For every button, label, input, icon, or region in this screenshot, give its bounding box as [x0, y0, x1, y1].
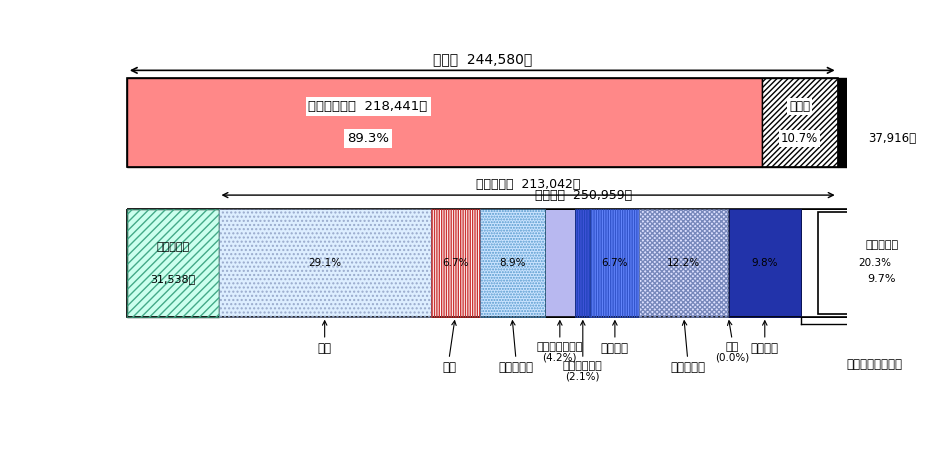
Bar [218, 209, 431, 317]
Text: 消費支出  250,959円: 消費支出 250,959円 [534, 189, 631, 202]
Text: 実収入  244,580円: 実収入 244,580円 [433, 52, 532, 66]
Text: 31,538円: 31,538円 [151, 274, 196, 284]
Bar [639, 209, 728, 317]
Text: 非消費支出: 非消費支出 [156, 242, 189, 252]
Bar [431, 209, 480, 317]
Text: 12.2%: 12.2% [667, 258, 700, 268]
Bar [127, 78, 837, 167]
Text: (2.1%): (2.1%) [566, 371, 600, 382]
Text: その他の消費支出: その他の消費支出 [847, 358, 902, 371]
Text: 9.8%: 9.8% [752, 258, 778, 268]
Bar [218, 209, 431, 317]
Bar [480, 209, 545, 317]
Bar [801, 209, 941, 317]
Bar [729, 209, 801, 317]
Text: 被服及び履物: 被服及び履物 [563, 361, 602, 371]
Text: (4.2%): (4.2%) [543, 352, 577, 362]
Bar [431, 209, 480, 317]
Bar [127, 78, 761, 167]
Bar [761, 78, 837, 167]
Text: 8.9%: 8.9% [499, 258, 525, 268]
Text: 89.3%: 89.3% [347, 132, 390, 145]
Bar [590, 209, 639, 317]
Text: うち交際費: うち交際費 [865, 240, 899, 250]
Text: (0.0%): (0.0%) [715, 352, 749, 362]
Text: 教養娯楽: 教養娯楽 [751, 342, 779, 355]
Bar [545, 209, 575, 317]
Text: 交通・通信: 交通・通信 [670, 361, 705, 375]
Text: 社会保障給付  218,441円: 社会保障給付 218,441円 [309, 100, 428, 113]
Text: その他: その他 [789, 100, 810, 113]
Text: 不足分: 不足分 [882, 98, 903, 111]
Text: 29.1%: 29.1% [308, 258, 342, 268]
Text: 住居: 住居 [442, 361, 456, 375]
Text: 9.7%: 9.7% [868, 274, 896, 284]
Bar [837, 78, 941, 167]
Text: 20.3%: 20.3% [858, 258, 891, 268]
Text: 37,916円: 37,916円 [869, 132, 917, 145]
Text: 食料: 食料 [318, 342, 331, 355]
Bar [819, 212, 941, 314]
Text: 可処分所得  213,042円: 可処分所得 213,042円 [476, 178, 581, 191]
Bar [639, 209, 728, 317]
Text: 光熱・水道: 光熱・水道 [499, 361, 534, 375]
Text: 10.7%: 10.7% [781, 132, 819, 145]
Bar [729, 209, 801, 317]
Bar [127, 209, 218, 317]
Bar [575, 209, 590, 317]
Bar [575, 209, 590, 317]
Text: 家具・家事用品: 家具・家事用品 [536, 342, 583, 352]
Text: 6.7%: 6.7% [442, 258, 469, 268]
Bar [127, 209, 218, 317]
Bar [761, 78, 837, 167]
Text: 教育: 教育 [726, 342, 739, 352]
Bar [127, 209, 941, 317]
Bar [480, 209, 545, 317]
Text: 6.7%: 6.7% [601, 258, 629, 268]
Text: 保健医療: 保健医療 [601, 342, 629, 355]
Bar [590, 209, 639, 317]
